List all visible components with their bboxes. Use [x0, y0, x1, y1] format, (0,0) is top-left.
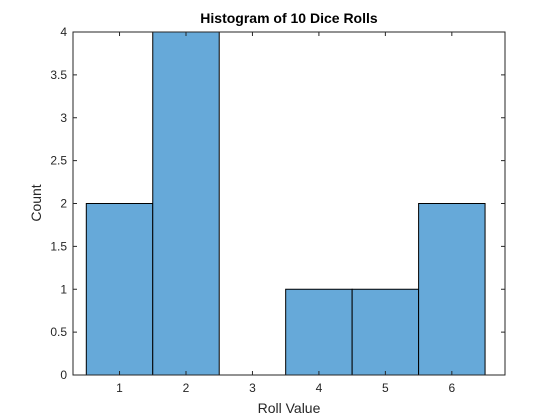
bars-group	[85, 31, 486, 376]
y-tick-label: 4	[60, 25, 67, 39]
x-tick-label: 6	[448, 381, 455, 395]
bar-4	[285, 288, 353, 376]
x-tick-label: 5	[382, 381, 389, 395]
x-tick-label: 2	[183, 381, 190, 395]
y-tick-label: 3	[60, 111, 67, 125]
x-axis-label: Roll Value	[258, 400, 321, 416]
y-tick-label: 0.5	[50, 325, 67, 339]
y-tick-label: 3.5	[50, 68, 67, 82]
y-tick-label: 1.5	[50, 239, 67, 253]
chart-title: Histogram of 10 Dice Rolls	[200, 10, 378, 26]
bar-6	[418, 203, 486, 376]
x-tick-label: 1	[116, 381, 123, 395]
bar-2	[152, 31, 220, 376]
ticks-group: 1 2 3 4 5 6 0 0.5 1 1.5 2 2.5 3 3.5 4	[50, 25, 505, 395]
x-tick-label: 4	[316, 381, 323, 395]
y-tick-label: 2	[60, 197, 67, 211]
bar-1	[85, 203, 154, 376]
y-tick-label: 0	[60, 368, 67, 382]
y-axis-label: Count	[28, 184, 44, 221]
x-tick-label: 3	[249, 381, 256, 395]
y-tick-label: 2.5	[50, 154, 67, 168]
y-tick-label: 1	[60, 282, 67, 296]
bar-5	[351, 288, 420, 376]
